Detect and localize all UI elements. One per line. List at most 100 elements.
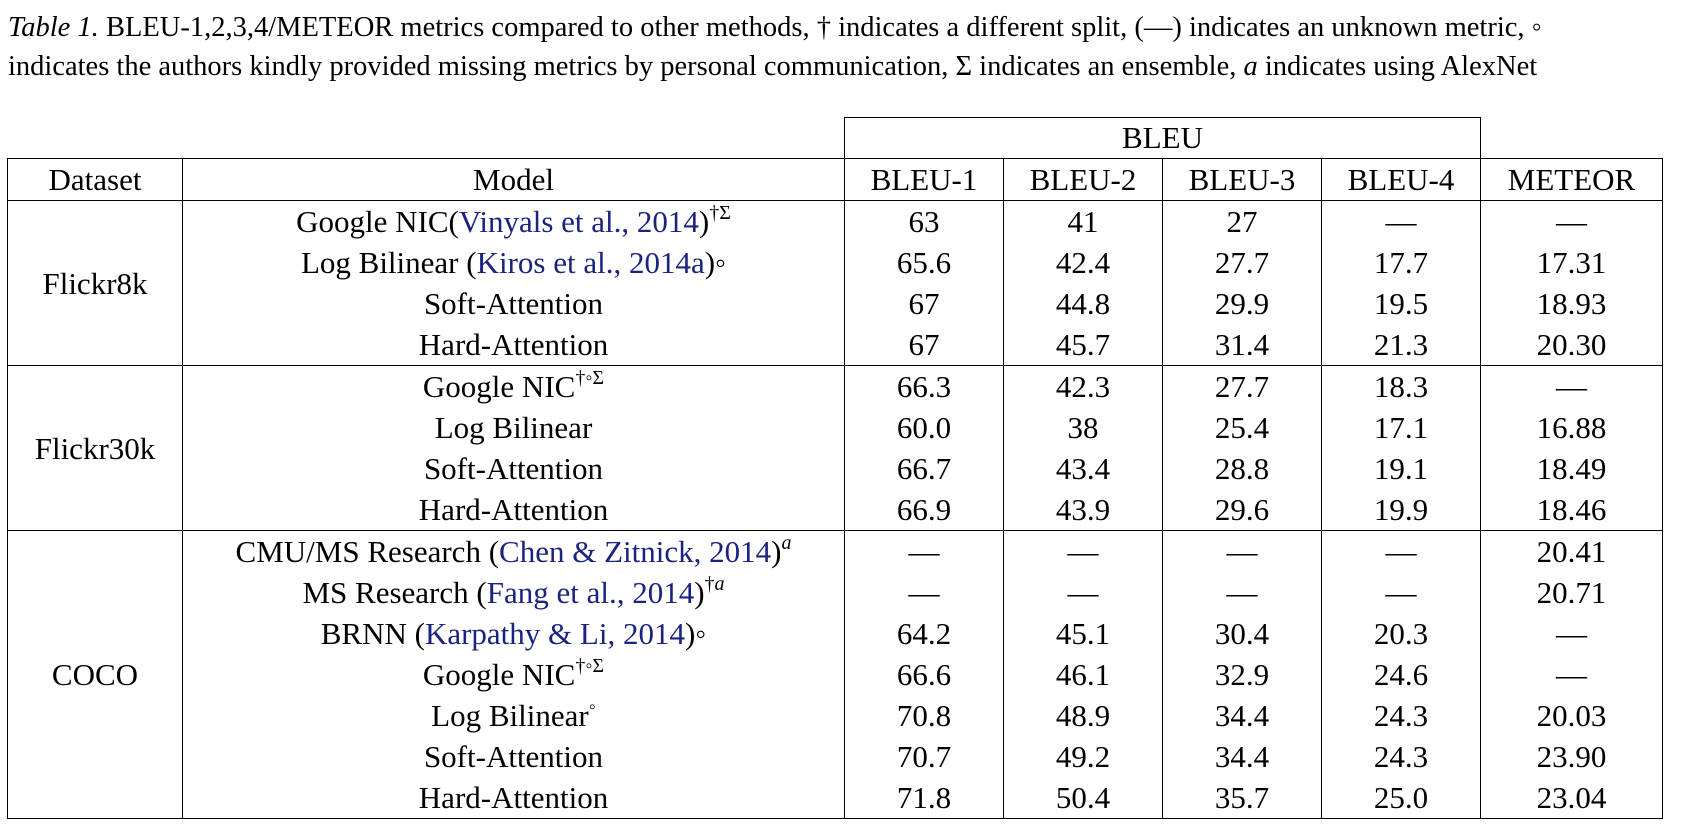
citation-link: Karpathy & Li, 2014 bbox=[424, 616, 685, 651]
model-suffix: )◦ bbox=[684, 616, 707, 651]
bleu2-cell: — bbox=[1003, 530, 1163, 572]
model-suffix: ) bbox=[698, 204, 710, 239]
caption-line-2: indicates the authors kindly provided mi… bbox=[8, 47, 1676, 86]
bleu3-cell: 35.7 bbox=[1162, 777, 1322, 819]
table-row: Soft-Attention 67 44.8 29.9 19.5 18.93 bbox=[8, 283, 1663, 324]
model-superscript: †◦Σ bbox=[575, 655, 605, 677]
meteor-cell: — bbox=[1480, 365, 1663, 407]
col-header-bleu3: BLEU-3 bbox=[1162, 158, 1322, 201]
model-name: Hard-Attention bbox=[418, 492, 609, 527]
bleu4-cell: — bbox=[1321, 530, 1481, 572]
table-row: Log Bilinear (Kiros et al., 2014a)◦ 65.6 4… bbox=[8, 242, 1663, 283]
meteor-cell: 23.04 bbox=[1480, 777, 1663, 819]
model-name: Log Bilinear bbox=[434, 410, 593, 445]
model-name: BRNN ( bbox=[320, 616, 425, 651]
model-name: MS Research ( bbox=[302, 575, 487, 610]
bleu1-cell: 67 bbox=[844, 324, 1004, 366]
bleu1-cell: — bbox=[844, 530, 1004, 572]
model-suffix: ) bbox=[694, 575, 705, 610]
model-name: Google NIC bbox=[422, 369, 576, 404]
meteor-cell: 17.31 bbox=[1480, 242, 1663, 283]
model-cell: Soft-Attention bbox=[182, 283, 845, 324]
header-spacer-right bbox=[1481, 118, 1663, 159]
bleu4-cell: 18.3 bbox=[1321, 365, 1481, 407]
model-cell: Log Bilinear◦ bbox=[182, 695, 845, 736]
bleu3-cell: — bbox=[1162, 530, 1322, 572]
bleu1-cell: 63 bbox=[844, 200, 1004, 242]
col-header-meteor: METEOR bbox=[1480, 158, 1663, 201]
model-name: Hard-Attention bbox=[418, 327, 609, 362]
table-row: MS Research (Fang et al., 2014)†a — — — —20.… bbox=[8, 572, 1663, 613]
meteor-cell: 20.41 bbox=[1480, 530, 1663, 572]
meteor-cell: 16.88 bbox=[1480, 407, 1663, 448]
model-cell: Soft-Attention bbox=[182, 736, 845, 777]
bleu4-cell: 25.0 bbox=[1321, 777, 1481, 819]
table-row: COCO CMU/MS Research (Chen & Zitnick, 201… bbox=[7, 530, 1663, 819]
meteor-cell: — bbox=[1480, 613, 1663, 654]
meteor-cell: 18.49 bbox=[1480, 448, 1663, 489]
bleu4-cell: 21.3 bbox=[1321, 324, 1481, 366]
bleu4-cell: 20.3 bbox=[1321, 613, 1481, 654]
bleu1-cell: 66.7 bbox=[844, 448, 1004, 489]
dataset-cell: COCO bbox=[7, 530, 183, 819]
bleu4-cell: 19.5 bbox=[1321, 283, 1481, 324]
bleu4-cell: — bbox=[1321, 200, 1481, 242]
bleu1-cell: 70.8 bbox=[844, 695, 1004, 736]
bleu3-cell: 30.4 bbox=[1162, 613, 1322, 654]
bleu1-cell: 65.6 bbox=[844, 242, 1004, 283]
meteor-cell: — bbox=[1480, 654, 1663, 695]
citation-link: Kiros et al., 2014a bbox=[476, 245, 705, 280]
bleu4-cell: 24.6 bbox=[1321, 654, 1481, 695]
bleu1-cell: 64.2 bbox=[844, 613, 1004, 654]
bleu4-cell: 19.9 bbox=[1321, 489, 1481, 531]
model-cell: Log Bilinear (Kiros et al., 2014a)◦ bbox=[182, 242, 845, 283]
model-cell: Google NIC†◦Σ bbox=[182, 365, 845, 407]
bleu-group-header: BLEU bbox=[844, 117, 1481, 159]
bleu3-cell: 32.9 bbox=[1162, 654, 1322, 695]
caption-italic-a: a bbox=[1243, 51, 1258, 82]
col-header-bleu4: BLEU-4 bbox=[1321, 158, 1481, 201]
bleu1-cell: 66.3 bbox=[844, 365, 1004, 407]
bleu1-cell: 66.9 bbox=[844, 489, 1004, 531]
citation-link: Chen & Zitnick, 2014 bbox=[499, 534, 772, 569]
caption-text-b: indicates the authors kindly provided mi… bbox=[8, 51, 1244, 82]
model-cell: Google NIC(Vinyals et al., 2014)†Σ bbox=[182, 200, 845, 242]
bleu2-cell: 46.1 bbox=[1003, 654, 1163, 695]
col-header-dataset: Dataset bbox=[7, 158, 183, 201]
model-name: Google NIC bbox=[422, 657, 576, 692]
table-row: Hard-Attention 71.8 50.4 35.7 25.0 23.04 bbox=[8, 777, 1663, 819]
model-cell: Hard-Attention bbox=[182, 324, 845, 366]
bleu2-cell: 45.1 bbox=[1003, 613, 1163, 654]
caption-line-1: Table 1. BLEU-1,2,3,4/METEOR metrics com… bbox=[8, 8, 1676, 47]
model-name: CMU/MS Research ( bbox=[235, 534, 500, 569]
table-row: Soft-Attention 66.7 43.4 28.8 19.1 18.49 bbox=[8, 448, 1663, 489]
table-row: Flickr8k Google NIC(Vinyals et al., 2014)… bbox=[7, 200, 1663, 366]
bleu2-cell: 48.9 bbox=[1003, 695, 1163, 736]
table-row: Google NIC†◦Σ 66.6 46.1 32.9 24.6— bbox=[8, 654, 1663, 695]
bleu3-cell: 28.8 bbox=[1162, 448, 1322, 489]
model-suffix: )◦ bbox=[704, 245, 727, 280]
table-row: Log Bilinear 60.0 38 25.4 17.1 16.88 bbox=[8, 407, 1663, 448]
model-superscript: ◦ bbox=[588, 696, 596, 718]
caption-text-c: indicates using AlexNet bbox=[1257, 51, 1538, 82]
table-caption: Table 1. BLEU-1,2,3,4/METEOR metrics com… bbox=[8, 8, 1676, 86]
col-header-model: Model bbox=[182, 158, 845, 201]
model-cell: BRNN (Karpathy & Li, 2014)◦ bbox=[182, 613, 845, 654]
model-cell: Log Bilinear bbox=[182, 407, 845, 448]
model-name: Google NIC( bbox=[296, 204, 459, 239]
bleu3-cell: 34.4 bbox=[1162, 695, 1322, 736]
bleu4-cell: 24.3 bbox=[1321, 695, 1481, 736]
model-cell: MS Research (Fang et al., 2014)†a bbox=[182, 572, 845, 613]
table-body: Flickr8k Google NIC(Vinyals et al., 2014)… bbox=[7, 200, 1663, 819]
model-name: Soft-Attention bbox=[423, 451, 604, 486]
model-cell: Google NIC†◦Σ bbox=[182, 654, 845, 695]
meteor-cell: 23.90 bbox=[1480, 736, 1663, 777]
bleu3-cell: 29.9 bbox=[1162, 283, 1322, 324]
bleu3-cell: 29.6 bbox=[1162, 489, 1322, 531]
dataset-cell: Flickr8k bbox=[7, 200, 183, 366]
model-superscript: †Σ bbox=[709, 202, 731, 224]
citation-link: Vinyals et al., 2014 bbox=[458, 204, 699, 239]
meteor-cell: 20.03 bbox=[1480, 695, 1663, 736]
bleu2-cell: 42.4 bbox=[1003, 242, 1163, 283]
bleu2-cell: 50.4 bbox=[1003, 777, 1163, 819]
